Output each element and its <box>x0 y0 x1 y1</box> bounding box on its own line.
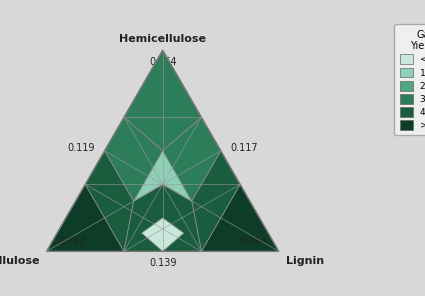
Polygon shape <box>124 50 201 151</box>
Text: Cellulose: Cellulose <box>0 256 40 266</box>
Polygon shape <box>192 151 240 251</box>
Polygon shape <box>105 117 163 201</box>
Text: 0.742: 0.742 <box>58 237 86 247</box>
Polygon shape <box>142 218 184 251</box>
Text: 0.139: 0.139 <box>149 258 176 268</box>
Legend: < 16, 16 - 26, 26 - 36, 36 - 46, 46 - 56, > 56: < 16, 16 - 26, 26 - 36, 36 - 46, 46 - 56… <box>394 24 425 135</box>
Polygon shape <box>163 117 221 201</box>
Polygon shape <box>124 184 201 251</box>
Text: Hemicellulose: Hemicellulose <box>119 34 206 44</box>
Polygon shape <box>47 184 124 251</box>
Polygon shape <box>47 50 279 251</box>
Text: 0.119: 0.119 <box>68 144 95 153</box>
Text: 0.744: 0.744 <box>240 237 267 247</box>
Text: 0.764: 0.764 <box>149 57 176 67</box>
Text: 0.117: 0.117 <box>230 144 258 153</box>
Polygon shape <box>134 151 192 201</box>
Text: Lignin: Lignin <box>286 256 324 266</box>
Polygon shape <box>85 151 134 251</box>
Polygon shape <box>201 184 279 251</box>
